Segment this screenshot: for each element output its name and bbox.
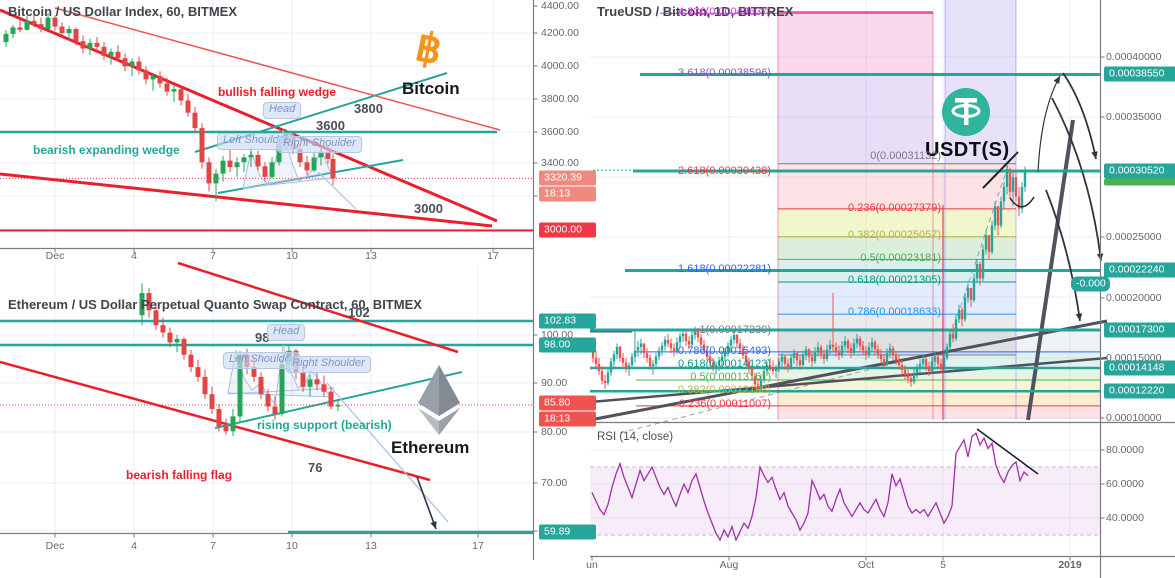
time-axis-label: un (586, 559, 598, 571)
fib-retracement-label: 0(0.00031132) (870, 150, 941, 162)
fib-extension-label: 1(0.00017239) (699, 324, 771, 336)
fib-retracement-label: 0.618(0.00021305) (848, 274, 941, 286)
price-axis-label: 3400.00 (541, 157, 579, 169)
price-axis-label: 60.0000 (1106, 478, 1144, 490)
time-axis-label: 7 (210, 250, 216, 262)
time-axis-label: 17 (487, 250, 499, 262)
tusd-chart-title: TrueUSD / Bitcoin, 1D, BITTREX (597, 4, 794, 19)
time-axis-label: Dec (45, 540, 65, 552)
price-axis-label: 4200.00 (541, 27, 579, 39)
fib-extension-label: 0.786(0.00015493) (678, 345, 771, 357)
ethereum-icon (418, 365, 460, 435)
price-tag: 18:13 (539, 186, 596, 201)
time-axis-label: Oct (857, 559, 875, 571)
price-tag: 3000.00 (539, 222, 596, 238)
price-tag: -0.000 (1071, 276, 1110, 292)
price-tag: 18:13 (539, 411, 596, 427)
fib-extension-label: 0.236(0.00011007) (678, 398, 771, 410)
time-axis-label: 4 (131, 250, 137, 262)
usdt-symbol-label: USDT(S) (925, 139, 1010, 161)
chart-annotation: bearish falling flag (126, 468, 233, 482)
chart-annotation: 102 (348, 305, 370, 320)
price-axis-label: 0.00040000 (1106, 51, 1162, 63)
fib-retracement-label: 0.236(0.00027379) (848, 202, 941, 214)
price-tag: 0.00030520 (1104, 163, 1175, 179)
tether-icon (942, 88, 990, 136)
pattern-label-pill: Left Shoulder (223, 352, 301, 369)
pattern-label-pill: Right Shoulder (277, 136, 362, 153)
fib-extension-label: 3.618(0.00038596) (678, 67, 771, 79)
price-axis-label: 3800.00 (541, 93, 579, 105)
time-axis-label: 4 (131, 540, 137, 552)
fib-extension-label: 4.236(0.00043637) (678, 6, 771, 18)
chart-annotation: 3800 (354, 101, 383, 116)
price-tag: 59.89 (539, 524, 596, 540)
fib-retracement-label: 0.786(0.00018633) (848, 306, 941, 318)
price-axis-label: 80.00 (541, 426, 568, 438)
eth-chart-title: Ethereum / US Dollar Perpetual Quanto Sw… (8, 297, 422, 312)
time-axis-label: Dec (45, 250, 65, 262)
fib-extension-label: 0.382(0.00012198) (678, 384, 771, 396)
chart-annotation: 98 (255, 330, 270, 345)
price-axis-label: 90.00 (541, 377, 568, 389)
pattern-label-pill: Head (263, 102, 302, 119)
price-tag: 98.00 (539, 337, 596, 353)
time-axis-label: 13 (365, 540, 377, 552)
chart-annotation: bullish falling wedge (218, 85, 337, 99)
price-tag: 85.80 (539, 395, 596, 411)
chart-annotation: bearish expanding wedge (33, 143, 180, 157)
last-price-strip (1104, 178, 1175, 186)
fib-retracement-label: 0.5(0.00023181) (860, 252, 941, 264)
price-tag: 0.00017300 (1104, 322, 1175, 338)
pattern-label-pill: Right Shoulder (286, 356, 371, 373)
price-tag: 0.00012220 (1104, 383, 1175, 399)
price-axis-label: 4000.00 (541, 60, 579, 72)
time-axis-label: 10 (286, 250, 298, 262)
price-tag: 102.83 (539, 313, 596, 329)
price-tag: 3320.39 (539, 170, 596, 186)
price-tag: 0.00038550 (1104, 66, 1175, 82)
time-axis-label: Aug (719, 559, 739, 571)
price-tag: 0.00022240 (1104, 262, 1175, 278)
price-axis-label: 0.00035000 (1106, 111, 1162, 123)
time-axis-label: 2019 (1058, 559, 1082, 571)
fib-extension-label: 1.618(0.00022281) (678, 263, 771, 275)
time-axis-label: 17 (472, 540, 484, 552)
price-tag: 0.00014148 (1104, 360, 1175, 376)
chart-annotation: 3000 (414, 201, 443, 216)
price-axis-label: 0.00020000 (1106, 292, 1162, 304)
pattern-label-pill: Head (267, 324, 306, 341)
price-axis-label: 3600.00 (541, 126, 579, 138)
chart-annotation: 3600 (316, 118, 345, 133)
pattern-label-pill: Left Shoulder (217, 133, 295, 150)
time-axis-label: 10 (286, 540, 298, 552)
price-axis-label: 0.00010000 (1106, 412, 1162, 424)
bitcoin-logo-label: Bitcoin (402, 79, 460, 98)
chart-annotation: 76 (308, 460, 323, 475)
fib-retracement-label: 0.382(0.00025057) (848, 229, 941, 241)
fib-extension-label: 2.618(0.00030438) (678, 165, 771, 177)
time-axis-label: 7 (210, 540, 216, 552)
price-axis-label: 70.00 (541, 477, 568, 489)
price-axis-label: 4400.00 (541, 0, 579, 12)
ethereum-logo-label: Ethereum (391, 438, 470, 457)
chart-annotation: rising support (bearish) (257, 418, 392, 432)
price-axis-label: 80.0000 (1106, 444, 1144, 456)
price-axis-label: 0.00025000 (1106, 231, 1162, 243)
price-axis-label: 40.0000 (1106, 512, 1144, 524)
rsi-indicator-label: RSI (14, close) (597, 431, 674, 443)
fib-extension-label: 0.5(0.00013161) (690, 371, 771, 383)
time-axis-label: 5 (940, 559, 946, 571)
time-axis-label: 13 (365, 250, 377, 262)
fib-extension-label: 0.618(0.00014123) (678, 358, 771, 370)
btc-chart-title: Bitcoin / US Dollar Index, 60, BITMEX (8, 4, 237, 19)
